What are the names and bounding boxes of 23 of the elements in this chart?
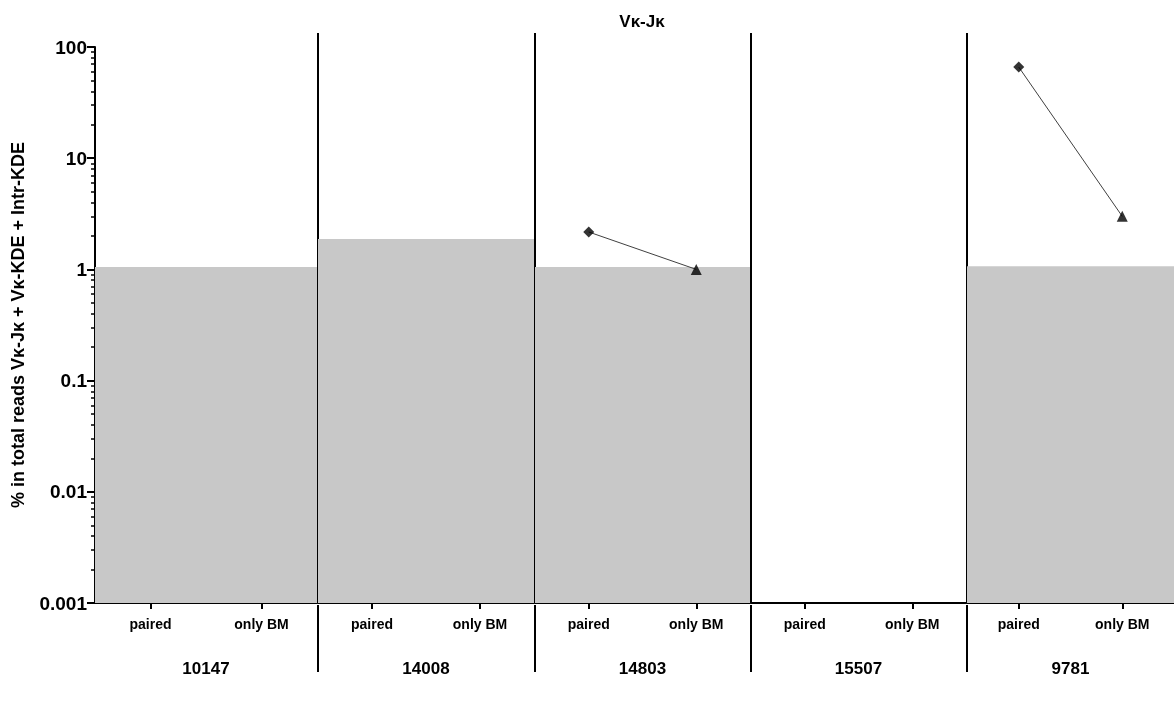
y-tick-label: 0.1 — [60, 370, 88, 392]
y-tick-label: 10 — [65, 147, 87, 169]
x-tick-label: only BM — [452, 616, 508, 632]
x-tick-label: paired — [997, 616, 1040, 632]
x-tick-label: paired — [783, 616, 826, 632]
y-tick-label: 0.001 — [39, 592, 88, 614]
x-axis-title: 14803 — [618, 659, 667, 678]
y-tick-label: 0.01 — [50, 481, 88, 503]
x-tick-label: only BM — [885, 616, 940, 632]
x-tick-label: only BM — [234, 616, 289, 632]
chart-title: Vκ-Jκ — [619, 12, 666, 31]
x-tick-label: paired — [350, 616, 394, 632]
x-axis-title: 14008 — [402, 659, 450, 678]
y-axis-title: % in total reads Vκ-Jκ + Vκ-KDE + Intr-KDE — [8, 141, 28, 509]
x-tick-label: paired — [129, 616, 172, 632]
x-tick-label: paired — [567, 616, 610, 632]
x-axis-title: 9781 — [1051, 659, 1090, 678]
x-axis-title: 10147 — [182, 659, 230, 678]
y-tick-label: 1 — [76, 258, 88, 280]
x-axis-title: 15507 — [834, 659, 883, 678]
x-tick-label: only BM — [1095, 616, 1150, 632]
x-tick-label: only BM — [669, 616, 724, 632]
y-tick-label: 100 — [55, 36, 87, 58]
